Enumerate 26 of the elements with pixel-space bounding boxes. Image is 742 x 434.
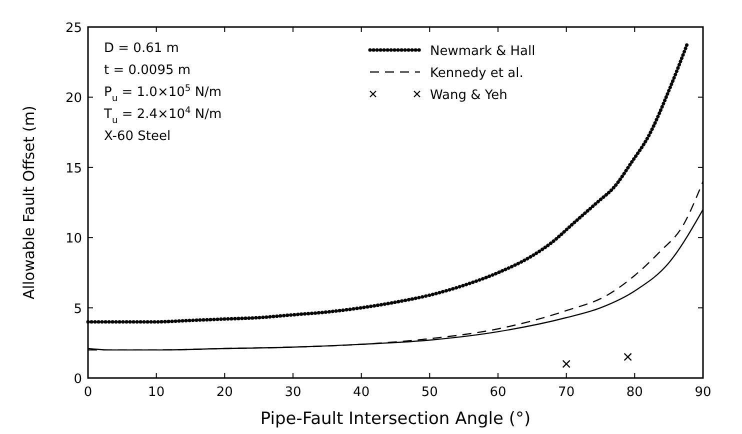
x-tick-label: 70 (558, 385, 575, 400)
x-tick-label: 10 (148, 385, 165, 400)
x-tick-label: 50 (421, 385, 438, 400)
x-tick-label: 0 (84, 385, 92, 400)
y-tick-label: 25 (65, 21, 82, 36)
legend-label: Kennedy et al. (430, 66, 524, 81)
y-tick-label: 10 (65, 232, 82, 247)
x-tick-label: 20 (216, 385, 233, 400)
x-tick-label: 30 (284, 385, 302, 400)
y-tick-label: 0 (74, 372, 82, 387)
y-tick-label: 15 (65, 161, 82, 176)
y-tick-label: 20 (65, 91, 82, 106)
x-tick-label: 60 (490, 385, 506, 400)
annotation: t = 0.0095 m (104, 63, 191, 78)
annotation: T$_{u}$ = 2.4×10$^{4}$ N/m (103, 106, 222, 126)
annotation: D = 0.61 m (104, 41, 179, 56)
x-tick-label: 80 (626, 385, 643, 400)
y-axis-title: Allowable Fault Offset (m) (20, 106, 38, 300)
y-tick-label: 5 (74, 302, 82, 317)
legend-label: Newmark & Hall (430, 44, 536, 59)
annotation: P$_{u}$ = 1.0×10$^{5}$ N/m (104, 84, 222, 104)
legend-label: Wang & Yeh (430, 88, 508, 103)
x-tick-label: 90 (694, 385, 712, 400)
x-axis-title: Pipe-Fault Intersection Angle (°) (260, 409, 531, 429)
annotation: X-60 Steel (104, 129, 171, 144)
x-tick-label: 40 (353, 385, 370, 400)
